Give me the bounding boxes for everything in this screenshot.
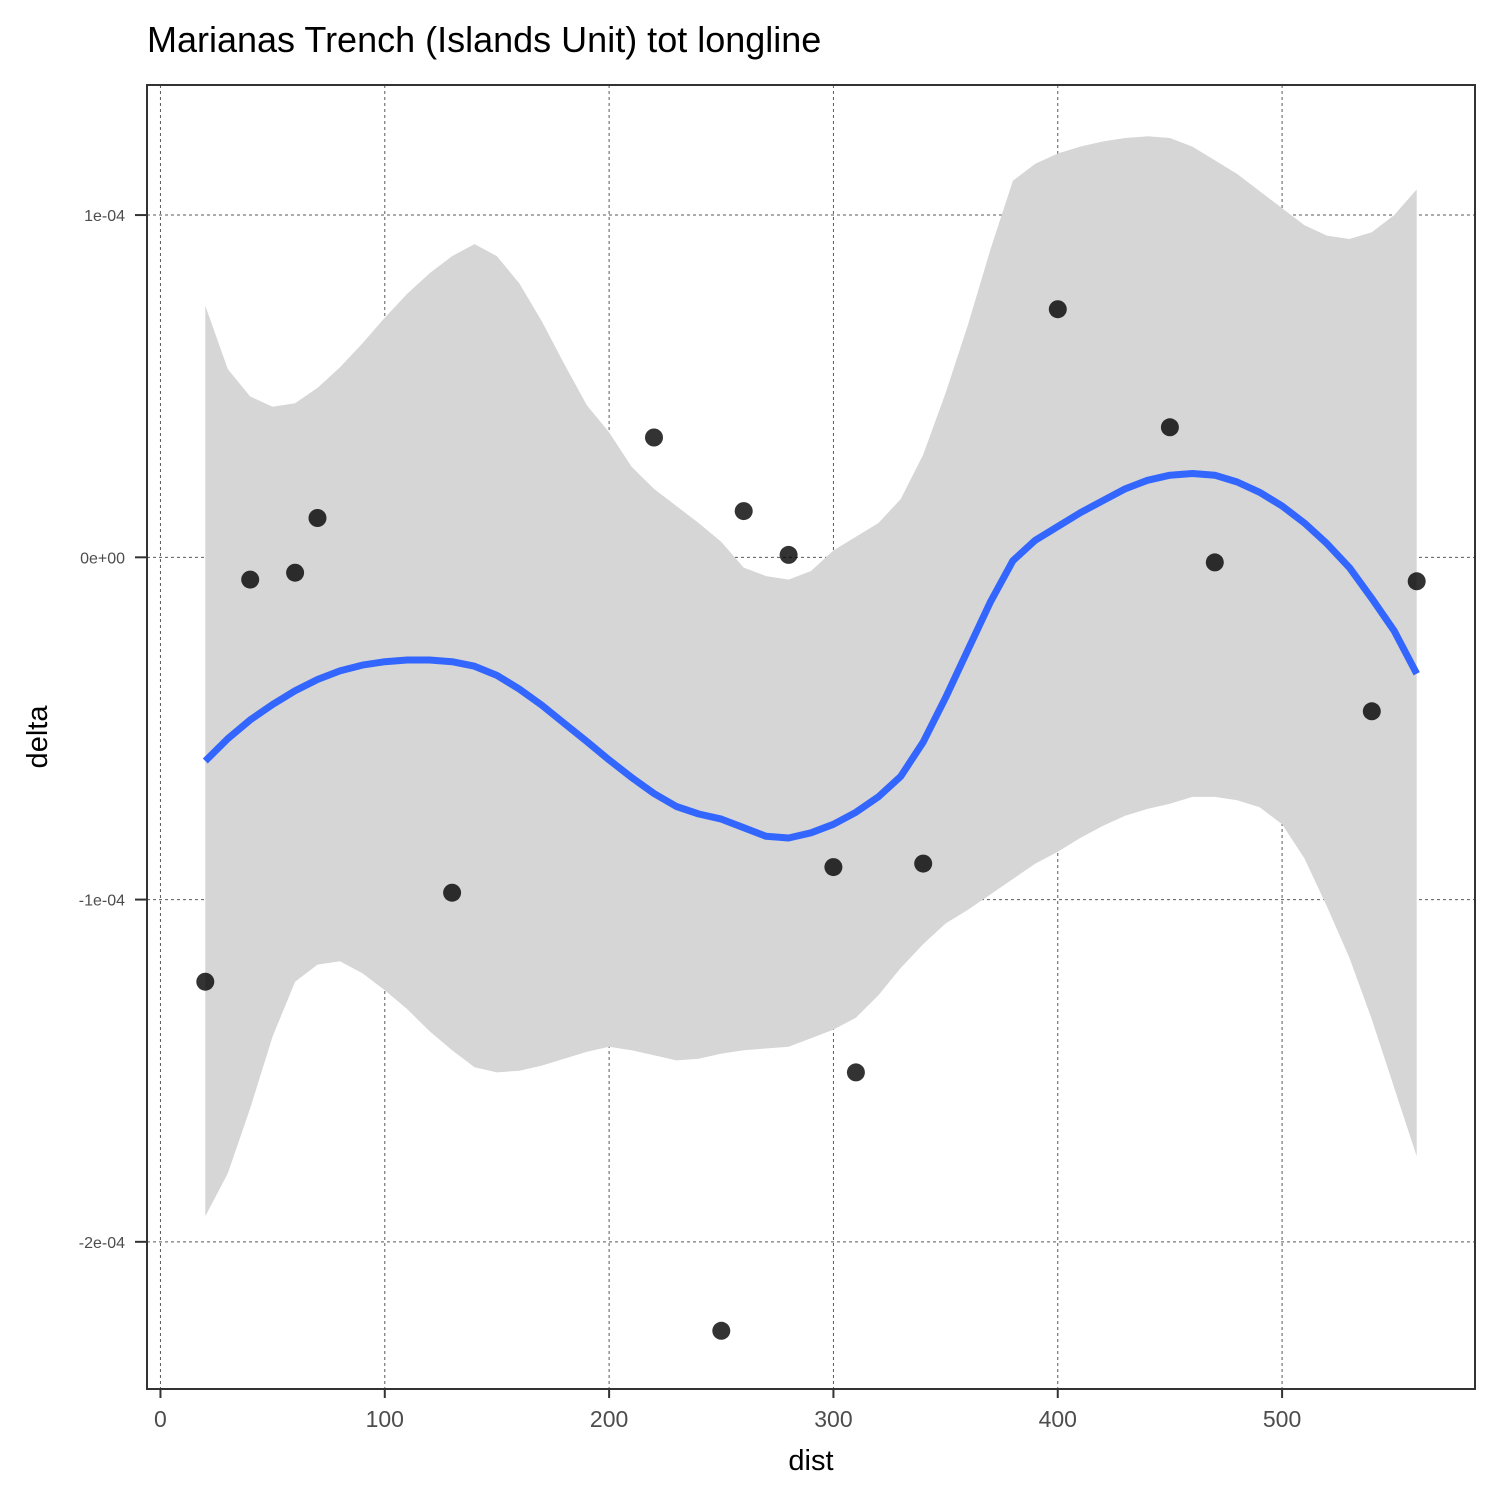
y-tick-label: -2e-04 bbox=[79, 1235, 125, 1252]
x-axis-title: dist bbox=[788, 1445, 833, 1477]
data-point bbox=[1205, 553, 1224, 572]
smooth-line bbox=[202, 470, 1420, 842]
chart-title: Marianas Trench (Islands Unit) tot longl… bbox=[147, 19, 821, 60]
y-axis: -2e-04 -1e-04 0e+00 1e-04 bbox=[79, 208, 147, 1252]
y-tick-label: 1e-04 bbox=[84, 208, 125, 225]
data-point bbox=[734, 502, 753, 521]
smooth-line-group bbox=[202, 470, 1420, 842]
data-point bbox=[241, 570, 260, 589]
data-points bbox=[196, 300, 1426, 1340]
x-tick-label: 400 bbox=[1039, 1406, 1077, 1432]
confidence-ribbon bbox=[205, 136, 1417, 1217]
data-point bbox=[443, 883, 462, 902]
data-point bbox=[308, 509, 327, 527]
data-point bbox=[1362, 702, 1381, 721]
y-axis-title: delta bbox=[22, 705, 54, 769]
plot-panel-border bbox=[146, 84, 1476, 1390]
data-point bbox=[712, 1321, 731, 1340]
x-tick-label: 500 bbox=[1263, 1406, 1301, 1432]
x-tick-label: 100 bbox=[366, 1406, 404, 1432]
data-point bbox=[846, 1063, 865, 1082]
data-point bbox=[286, 563, 305, 582]
data-point bbox=[779, 545, 798, 564]
data-point bbox=[645, 428, 663, 447]
x-tick-label: 300 bbox=[814, 1406, 852, 1432]
data-point bbox=[196, 972, 215, 991]
data-point bbox=[824, 858, 843, 877]
x-tick-label: 200 bbox=[590, 1406, 628, 1432]
y-tick-label: -1e-04 bbox=[79, 893, 125, 910]
x-axis: 0 100 200 300 400 500 bbox=[154, 1389, 1301, 1432]
x-tick-label: 0 bbox=[154, 1406, 167, 1432]
data-point bbox=[914, 854, 933, 873]
confidence-band bbox=[205, 136, 1417, 1217]
y-tick-label: 0e+00 bbox=[80, 550, 125, 567]
data-point bbox=[1048, 300, 1067, 319]
data-point bbox=[1407, 572, 1426, 591]
data-point bbox=[1160, 418, 1179, 437]
